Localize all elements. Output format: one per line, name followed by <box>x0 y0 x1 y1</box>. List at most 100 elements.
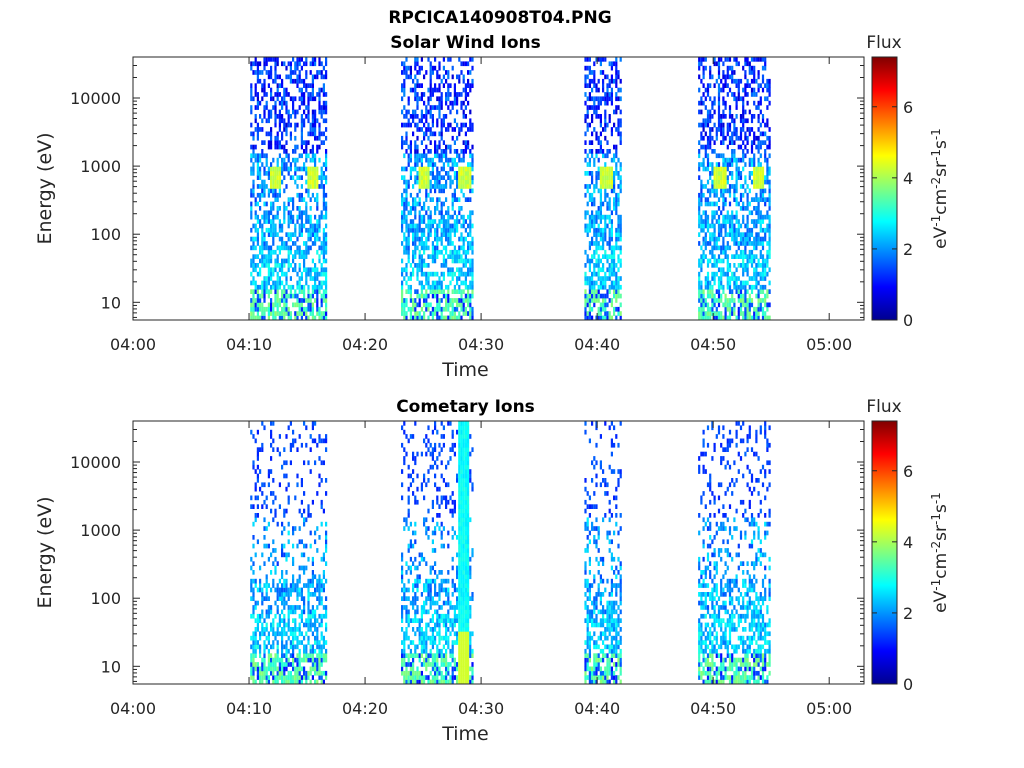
heatmap-cell <box>709 74 712 80</box>
heatmap-cell <box>586 184 589 189</box>
heatmap-cell <box>407 438 410 444</box>
heatmap-cell <box>307 583 310 588</box>
heatmap-cell <box>447 236 450 242</box>
heatmap-cell <box>755 210 758 216</box>
heatmap-cell <box>469 166 472 172</box>
heatmap-cell <box>722 61 725 67</box>
heatmap-cell <box>320 184 323 189</box>
heatmap-cell <box>307 657 310 663</box>
heatmap-cell <box>401 96 404 102</box>
heatmap-cell <box>325 293 328 299</box>
heatmap-cell <box>704 122 707 128</box>
heatmap-cell <box>263 276 266 281</box>
heatmap-cell <box>451 267 454 273</box>
heatmap-cell <box>739 157 743 163</box>
heatmap-cell <box>737 219 740 224</box>
heatmap-cell <box>617 276 620 281</box>
heatmap-cell <box>403 210 406 216</box>
heatmap-cell <box>283 653 286 658</box>
heatmap-cell <box>591 219 594 224</box>
heatmap-cell <box>274 70 277 75</box>
heatmap-cell <box>731 175 734 180</box>
heatmap-cell <box>401 70 404 75</box>
heatmap-cell <box>263 219 266 224</box>
heatmap-cell <box>405 166 408 172</box>
heatmap-cell <box>423 241 426 246</box>
heatmap-cell <box>316 526 319 531</box>
heatmap-cell <box>469 162 472 167</box>
heatmap-cell <box>434 254 437 259</box>
heatmap-cell <box>259 618 262 623</box>
heatmap-cell <box>283 118 286 124</box>
heatmap-cell <box>458 184 461 189</box>
heatmap-cell <box>619 276 622 281</box>
heatmap-cell <box>706 214 710 220</box>
heatmap-cell <box>414 653 417 658</box>
heatmap-cell <box>735 201 738 207</box>
heatmap-cell <box>722 197 725 202</box>
heatmap-cell <box>744 206 747 211</box>
heatmap-cell <box>722 289 725 294</box>
heatmap-cell <box>403 249 406 255</box>
heatmap-cell <box>761 87 765 93</box>
heatmap-cell <box>267 613 270 619</box>
heatmap-cell <box>256 65 259 71</box>
heatmap-cell <box>250 192 253 198</box>
heatmap-cell <box>252 241 255 246</box>
heatmap-cell <box>311 311 314 316</box>
heatmap-cell <box>759 302 762 308</box>
heatmap-cell <box>261 149 264 154</box>
heatmap-cell <box>766 210 769 216</box>
heatmap-cell <box>281 574 284 580</box>
heatmap-cell <box>742 254 745 259</box>
heatmap-cell <box>709 311 712 316</box>
heatmap-cell <box>599 201 602 207</box>
heatmap-cell <box>617 96 620 102</box>
heatmap-cell <box>283 210 286 216</box>
heatmap-cell <box>418 65 421 71</box>
heatmap-cell <box>296 157 299 163</box>
heatmap-cell <box>272 280 275 286</box>
heatmap-cell <box>471 236 474 242</box>
heatmap-cell <box>746 236 749 242</box>
heatmap-cell <box>267 171 270 176</box>
heatmap-cell <box>595 184 598 189</box>
heatmap-cell <box>320 109 323 115</box>
heatmap-cell <box>608 214 611 220</box>
heatmap-cell <box>467 184 470 189</box>
heatmap-cell <box>298 434 301 439</box>
heatmap-cell <box>442 57 445 62</box>
heatmap-cell <box>316 644 319 650</box>
heatmap-cell <box>250 504 253 509</box>
heatmap-cell <box>420 157 423 163</box>
heatmap-cell <box>252 298 255 303</box>
heatmap-cell <box>755 171 758 176</box>
heatmap-cell <box>595 245 598 251</box>
heatmap-cell <box>429 171 432 176</box>
heatmap-cell <box>298 662 301 667</box>
heatmap-cell <box>604 306 607 312</box>
heatmap-cell <box>602 83 605 88</box>
heatmap-cell <box>724 114 727 119</box>
heatmap-cell <box>416 267 419 273</box>
heatmap-cell <box>766 315 769 321</box>
heatmap-cell <box>586 127 589 132</box>
heatmap-cell <box>619 258 622 264</box>
heatmap-cell <box>250 122 253 128</box>
heatmap-cell <box>469 184 472 189</box>
heatmap-cell <box>261 666 264 672</box>
heatmap-cell <box>311 631 314 637</box>
heatmap-cell <box>733 184 736 189</box>
heatmap-cell <box>285 570 288 575</box>
heatmap-cell <box>320 587 323 593</box>
heatmap-cell <box>436 179 439 185</box>
heatmap-cell <box>265 263 268 268</box>
heatmap-cell <box>401 289 404 294</box>
heatmap-cell <box>613 109 616 115</box>
heatmap-cell <box>307 179 310 185</box>
heatmap-cell <box>706 276 710 281</box>
heatmap-cell <box>458 157 461 163</box>
heatmap-cell <box>442 293 445 299</box>
heatmap-cell <box>287 118 290 124</box>
heatmap-cell <box>584 210 587 216</box>
